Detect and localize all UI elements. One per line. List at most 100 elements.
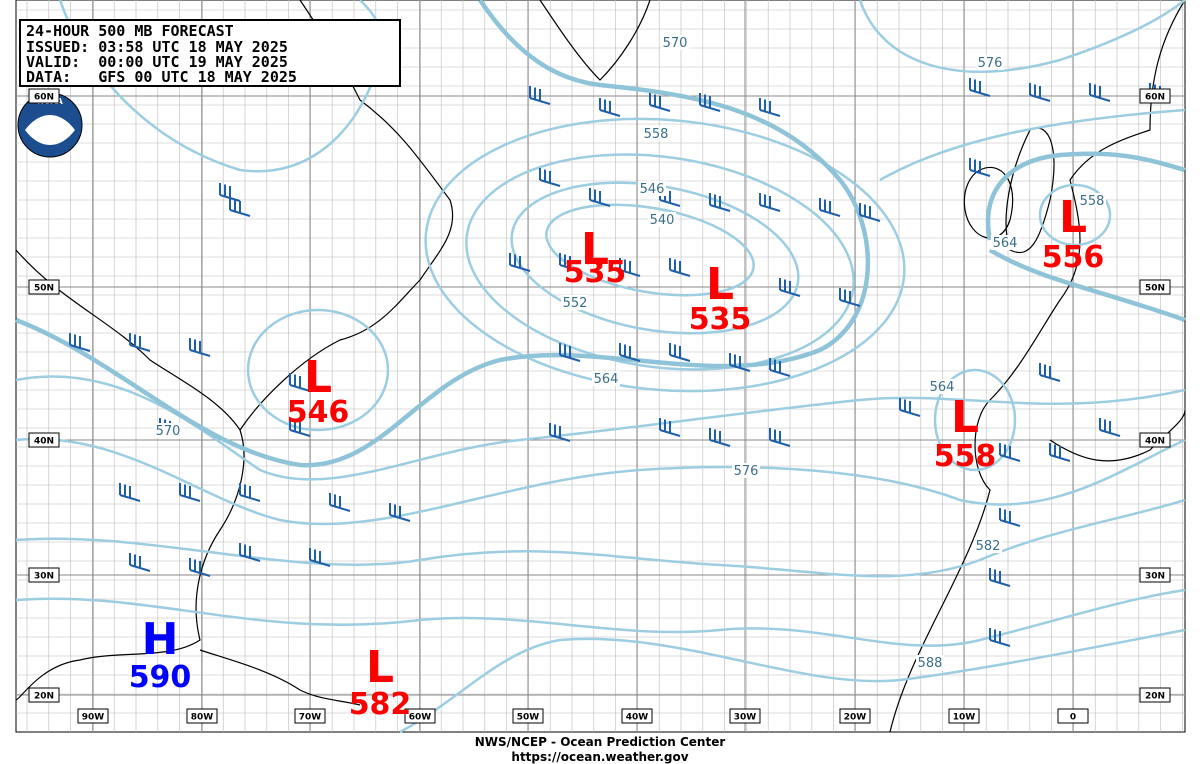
contour-label: 564 xyxy=(594,372,619,387)
contour-label-bg xyxy=(592,371,620,386)
wind-barb xyxy=(529,86,551,105)
label-box xyxy=(512,708,544,724)
wind-barb xyxy=(1089,83,1111,102)
lat-label: 30N xyxy=(1145,572,1165,582)
contour-label: 552 xyxy=(563,296,588,311)
header-line: DATA: GFS 00 UTC 18 MAY 2025 xyxy=(26,68,297,86)
wind-barb xyxy=(649,93,671,112)
wind-barb xyxy=(129,333,151,352)
coastlines xyxy=(15,0,1186,733)
contour-label: 588 xyxy=(918,656,943,671)
lon-label: 40W xyxy=(626,713,649,723)
contour-label-bg xyxy=(642,126,670,141)
label-box xyxy=(28,432,60,448)
wind-barb xyxy=(189,558,211,577)
wind-barb xyxy=(669,343,691,362)
label-box xyxy=(28,88,60,104)
wind-barb xyxy=(119,483,141,502)
wind-barb xyxy=(839,288,861,307)
wind-barb xyxy=(589,188,611,207)
center-value: 535 xyxy=(689,302,752,337)
contour-label-bg xyxy=(638,181,666,196)
contour-label: 558 xyxy=(1080,194,1105,209)
label-box xyxy=(77,708,109,724)
wind-barb xyxy=(989,628,1011,647)
lon-label: 50W xyxy=(517,713,540,723)
label-box xyxy=(1139,88,1171,104)
header-line: VALID: 00:00 UTC 19 MAY 2025 xyxy=(26,53,288,71)
lat-label: 50N xyxy=(1145,284,1165,294)
wind-barb xyxy=(729,353,751,372)
wind-barb xyxy=(1049,443,1071,462)
lat-label: 60N xyxy=(34,93,54,103)
label-box xyxy=(621,708,653,724)
center-symbol: L xyxy=(706,259,734,310)
footer-line: NWS/NCEP - Ocean Prediction Center xyxy=(475,735,726,749)
wind-barb xyxy=(1039,363,1061,382)
center-value: 582 xyxy=(349,687,412,722)
lat-label: 60N xyxy=(1145,93,1165,103)
contour-label: 564 xyxy=(930,380,955,395)
wind-barb xyxy=(599,98,621,117)
contour-label-bg xyxy=(974,538,1002,553)
contour-label: 558 xyxy=(644,127,669,142)
wind-barb xyxy=(309,548,331,567)
wind-barb xyxy=(239,483,261,502)
label-box xyxy=(1139,279,1171,295)
wind-barb xyxy=(129,553,151,572)
label-box xyxy=(404,708,436,724)
wind-barb xyxy=(239,543,261,562)
label-box xyxy=(294,708,326,724)
center-symbol: L xyxy=(581,224,609,275)
contour-label: 564 xyxy=(993,236,1018,251)
wind-barbs xyxy=(69,78,1171,647)
contour-label: 540 xyxy=(650,213,675,228)
label-box xyxy=(729,708,761,724)
wind-barb xyxy=(329,493,351,512)
wind-barb xyxy=(619,258,641,277)
center-symbol: L xyxy=(951,392,979,443)
wind-barb xyxy=(289,373,311,392)
wind-barb xyxy=(989,568,1011,587)
wind-barb xyxy=(1029,83,1051,102)
contour-label: 570 xyxy=(156,424,181,439)
label-box xyxy=(1139,687,1171,703)
wind-barb xyxy=(659,418,681,437)
label-box xyxy=(1139,567,1171,583)
lat-label: 20N xyxy=(34,692,54,702)
contour-label-bg xyxy=(661,35,689,50)
wind-barb xyxy=(769,428,791,447)
lon-label: 0 xyxy=(1070,713,1076,723)
contour-label: 546 xyxy=(640,182,665,197)
label-box xyxy=(186,708,218,724)
contour-label-bg xyxy=(976,55,1004,70)
wind-barb xyxy=(559,343,581,362)
wind-barb xyxy=(669,258,691,277)
label-box xyxy=(28,279,60,295)
wind-barb xyxy=(189,338,211,357)
contour-label-bg xyxy=(928,379,956,394)
header-box: 24-HOUR 500 MB FORECAST ISSUED: 03:58 UT… xyxy=(19,19,401,87)
wind-barb xyxy=(999,443,1021,462)
center-symbol: L xyxy=(366,642,394,693)
wind-barb xyxy=(759,193,781,212)
wind-barb xyxy=(389,503,411,522)
lon-label: 70W xyxy=(299,713,322,723)
wind-barb xyxy=(509,253,531,272)
label-box xyxy=(28,567,60,583)
lon-label: 30W xyxy=(734,713,757,723)
wind-barb xyxy=(619,343,641,362)
wind-barb xyxy=(769,358,791,377)
lat-label: 20N xyxy=(1145,692,1165,702)
center-value: 556 xyxy=(1042,240,1105,275)
label-box xyxy=(28,687,60,703)
contour-label-bg xyxy=(1078,193,1106,208)
wind-barb xyxy=(229,198,251,217)
wind-barb xyxy=(69,333,91,352)
wind-barb xyxy=(709,428,731,447)
wind-barb xyxy=(1099,418,1121,437)
center-value: 535 xyxy=(564,255,627,290)
lat-label: 30N xyxy=(34,572,54,582)
contour-label-bg xyxy=(154,423,182,438)
